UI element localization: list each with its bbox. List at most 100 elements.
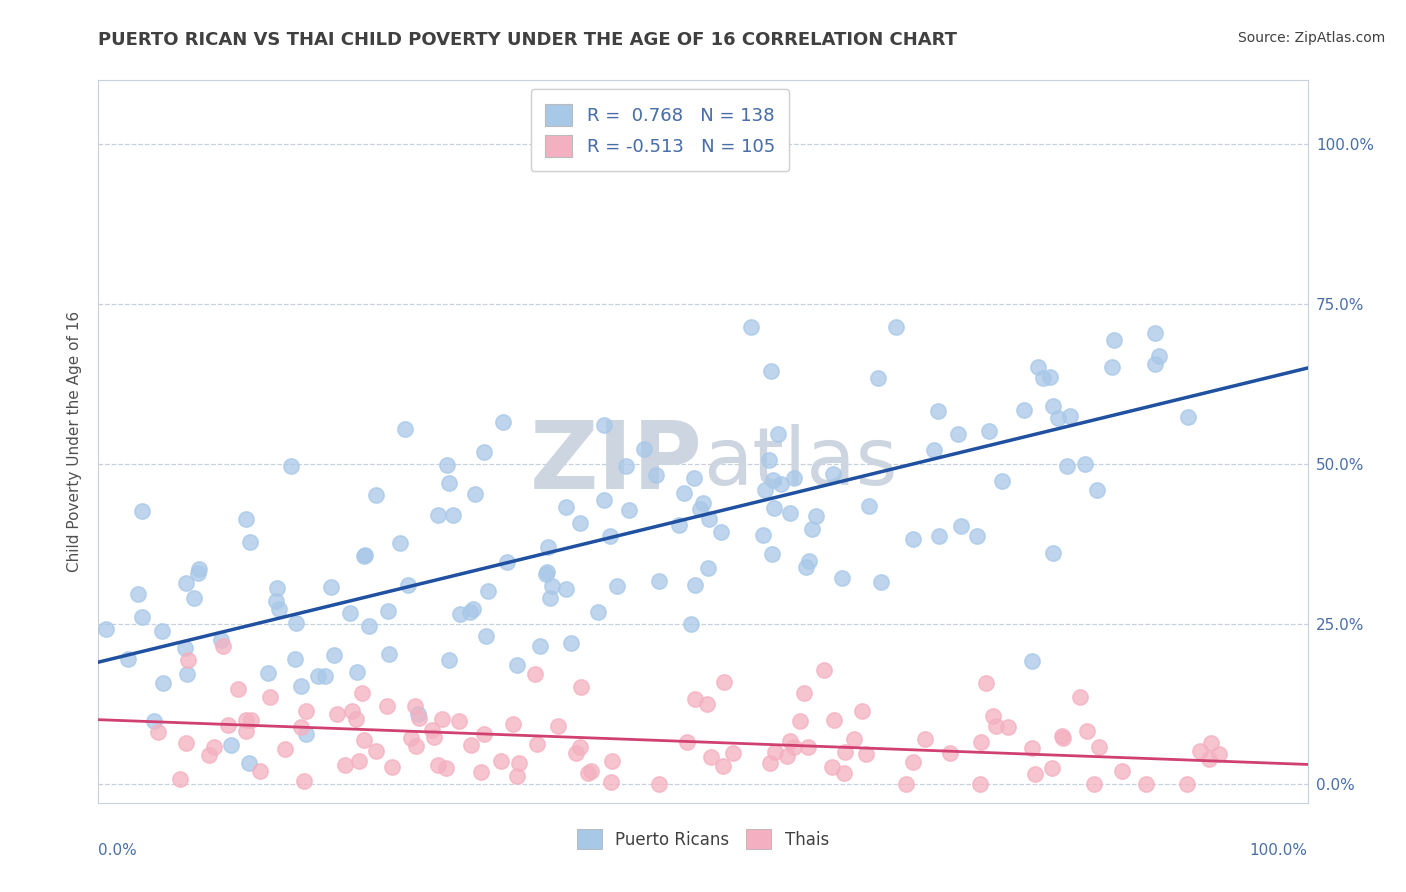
Point xyxy=(696,697,718,711)
Point xyxy=(427,758,450,772)
Point xyxy=(554,582,576,597)
Point xyxy=(314,669,336,683)
Point xyxy=(606,579,628,593)
Point xyxy=(152,675,174,690)
Point xyxy=(823,713,845,727)
Point xyxy=(96,623,118,637)
Point xyxy=(377,604,399,618)
Point xyxy=(117,651,139,665)
Point xyxy=(1188,744,1211,758)
Point xyxy=(821,760,844,774)
Point xyxy=(1135,776,1157,790)
Point xyxy=(586,605,609,619)
Point xyxy=(578,766,600,780)
Point xyxy=(537,541,560,555)
Point xyxy=(235,512,257,526)
Point xyxy=(506,768,529,782)
Point xyxy=(176,653,198,667)
Point xyxy=(405,739,427,753)
Point xyxy=(307,669,329,683)
Point xyxy=(295,704,318,718)
Point xyxy=(388,535,411,549)
Point xyxy=(536,565,558,579)
Point xyxy=(1111,764,1133,779)
Point xyxy=(565,746,588,760)
Point xyxy=(593,417,616,432)
Point xyxy=(858,500,880,514)
Point xyxy=(146,724,169,739)
Point xyxy=(235,724,257,739)
Point xyxy=(976,675,998,690)
Point xyxy=(855,747,877,761)
Point xyxy=(779,734,801,748)
Point xyxy=(439,653,461,667)
Point xyxy=(1208,747,1230,762)
Point xyxy=(394,422,416,436)
Point xyxy=(793,686,815,700)
Point xyxy=(547,719,569,733)
Point xyxy=(692,496,714,510)
Point xyxy=(426,508,449,522)
Point xyxy=(672,485,695,500)
Point xyxy=(949,519,972,533)
Point xyxy=(762,500,785,515)
Point xyxy=(966,529,988,543)
Point xyxy=(342,705,364,719)
Point xyxy=(353,733,375,747)
Point xyxy=(796,560,818,574)
Point xyxy=(399,731,422,746)
Point xyxy=(1101,359,1123,374)
Point xyxy=(868,370,890,384)
Point xyxy=(770,477,793,491)
Point xyxy=(740,319,762,334)
Point xyxy=(239,713,262,727)
Point xyxy=(381,759,404,773)
Point xyxy=(844,731,866,746)
Point xyxy=(689,501,711,516)
Point xyxy=(1147,349,1170,363)
Point xyxy=(187,562,209,576)
Point xyxy=(1069,690,1091,705)
Point xyxy=(901,532,924,546)
Point xyxy=(209,633,232,648)
Point xyxy=(526,737,548,751)
Point xyxy=(1052,731,1074,745)
Point xyxy=(198,747,221,762)
Point xyxy=(238,756,260,770)
Point xyxy=(1083,776,1105,790)
Point xyxy=(700,750,723,764)
Point xyxy=(797,740,820,755)
Point xyxy=(339,607,361,621)
Point xyxy=(280,459,302,474)
Point xyxy=(568,739,591,754)
Point xyxy=(851,704,873,718)
Point xyxy=(571,681,593,695)
Point xyxy=(676,735,699,749)
Point xyxy=(217,718,239,732)
Point xyxy=(991,474,1014,488)
Point xyxy=(460,738,482,752)
Point xyxy=(506,658,529,673)
Point xyxy=(1102,333,1125,347)
Point xyxy=(323,648,346,662)
Point xyxy=(710,524,733,539)
Point xyxy=(813,663,835,677)
Point xyxy=(470,764,492,779)
Point xyxy=(759,756,782,771)
Point xyxy=(183,591,205,606)
Point xyxy=(927,404,949,418)
Point xyxy=(886,319,908,334)
Point xyxy=(1059,409,1081,423)
Point xyxy=(870,574,893,589)
Point xyxy=(235,713,257,727)
Point xyxy=(408,711,430,725)
Point xyxy=(1024,767,1046,781)
Point xyxy=(1076,724,1098,739)
Point xyxy=(633,442,655,457)
Point xyxy=(761,547,783,561)
Point xyxy=(569,516,592,530)
Point xyxy=(540,579,562,593)
Point xyxy=(914,732,936,747)
Point xyxy=(430,713,453,727)
Point xyxy=(831,571,853,585)
